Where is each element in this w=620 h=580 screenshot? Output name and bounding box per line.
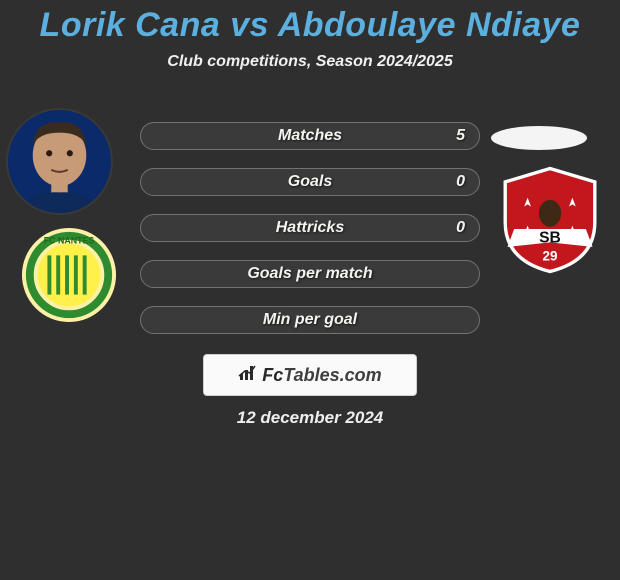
svg-text:29: 29	[543, 248, 558, 263]
comparison-date: 12 december 2024	[0, 408, 620, 428]
stat-bar: Goals per match	[140, 260, 480, 288]
stat-value-right: 0	[456, 215, 465, 241]
stat-bar: Min per goal	[140, 306, 480, 334]
comparison-card: Lorik Cana vs Abdoulaye Ndiaye Club comp…	[0, 0, 620, 580]
stat-label: Hattricks	[141, 215, 479, 241]
stat-label: Goals	[141, 169, 479, 195]
page-subtitle: Club competitions, Season 2024/2025	[0, 53, 620, 71]
svg-text:SB: SB	[539, 229, 561, 246]
stat-label: Goals per match	[141, 261, 479, 287]
stat-label: Matches	[141, 123, 479, 149]
watermark-text: FcTables.com	[262, 365, 381, 386]
stat-bar: Hattricks0	[140, 214, 480, 242]
stat-bar: Matches5	[140, 122, 480, 150]
stat-label: Min per goal	[141, 307, 479, 333]
bar-chart-icon	[238, 364, 258, 387]
page-title: Lorik Cana vs Abdoulaye Ndiaye	[0, 0, 620, 45]
stat-bar: Goals0	[140, 168, 480, 196]
watermark-badge: FcTables.com	[203, 354, 417, 396]
stat-value-right: 5	[456, 123, 465, 149]
stats-panel: Matches5Goals0Hattricks0Goals per matchM…	[140, 122, 480, 352]
nantes-crest-icon: FC NANTES	[20, 226, 118, 324]
player-right-club-badge: SB 29	[494, 164, 606, 276]
player-left-avatar	[8, 110, 111, 213]
brest-crest-icon: SB 29	[494, 164, 606, 276]
watermark-prefix: Fc	[262, 365, 283, 385]
player-left-club-badge: FC NANTES	[20, 226, 118, 324]
svg-text:FC NANTES: FC NANTES	[44, 236, 95, 246]
stat-value-right: 0	[456, 169, 465, 195]
player-right-avatar-placeholder	[491, 126, 587, 150]
player-face-icon	[8, 110, 111, 213]
watermark-suffix: Tables.com	[283, 365, 381, 385]
